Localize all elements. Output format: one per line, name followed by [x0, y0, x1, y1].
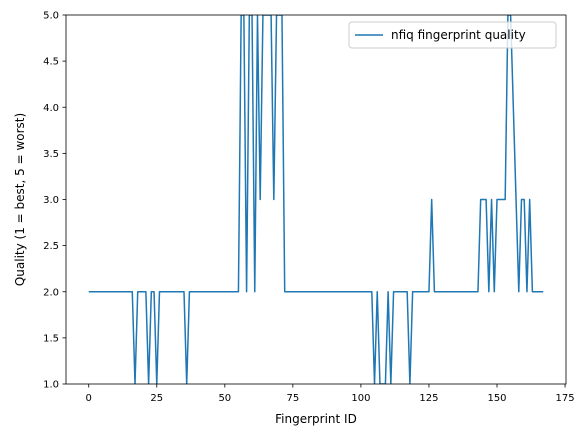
y-tick-label: 5.0 — [43, 11, 59, 22]
y-axis-label: Quality (1 = best, 5 = worst) — [13, 113, 27, 286]
y-tick-label: 1.5 — [43, 333, 59, 344]
x-tick-label: 150 — [487, 393, 506, 404]
y-tick-label: 3.0 — [43, 195, 59, 206]
x-axis-label: Fingerprint ID — [275, 412, 357, 426]
legend-box — [348, 21, 557, 49]
x-tick-label: 50 — [218, 393, 231, 404]
y-tick-label: 4.0 — [43, 103, 59, 114]
x-tick-label: 25 — [150, 393, 163, 404]
series-line-0 — [88, 15, 544, 384]
y-tick-label: 2.0 — [43, 287, 59, 298]
x-tick-label: 75 — [286, 393, 299, 404]
legend: nfiq fingerprint quality — [348, 21, 557, 49]
x-axis: 0 25 50 75 100 125 150 175 — [86, 384, 575, 404]
x-tick-label: 100 — [351, 393, 370, 404]
x-tick-label: 175 — [556, 393, 575, 404]
x-tick-label: 0 — [86, 393, 92, 404]
legend-label-0: nfiq fingerprint quality — [391, 28, 526, 42]
x-tick-label: 125 — [419, 393, 438, 404]
y-tick-label: 2.5 — [43, 241, 59, 252]
y-tick-label: 3.5 — [43, 149, 59, 160]
y-tick-label: 1.0 — [43, 380, 59, 391]
y-axis: 1.0 1.5 2.0 2.5 3.0 3.5 4.0 4.5 5.0 — [43, 11, 66, 391]
y-tick-label: 4.5 — [43, 57, 59, 68]
